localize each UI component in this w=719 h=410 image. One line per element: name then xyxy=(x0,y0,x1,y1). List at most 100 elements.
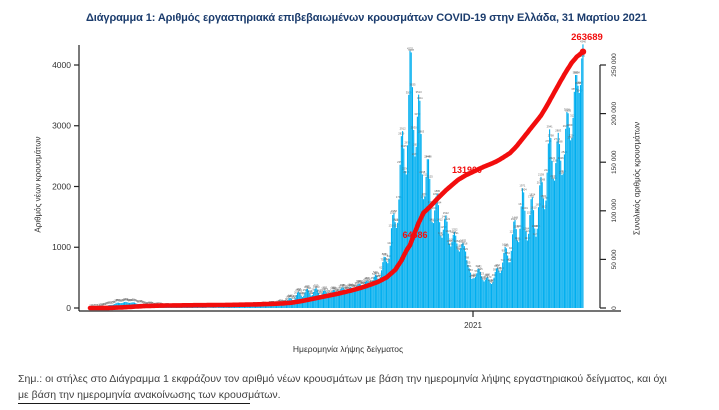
svg-text:1769: 1769 xyxy=(543,196,549,200)
svg-text:43: 43 xyxy=(147,301,150,305)
svg-text:1904: 1904 xyxy=(521,188,527,192)
svg-text:2386: 2386 xyxy=(553,159,559,163)
svg-text:38: 38 xyxy=(150,301,153,305)
svg-text:472: 472 xyxy=(377,275,382,279)
svg-text:86: 86 xyxy=(129,298,132,302)
svg-text:158: 158 xyxy=(287,294,292,298)
svg-text:314: 314 xyxy=(339,284,344,288)
svg-text:338: 338 xyxy=(340,283,345,287)
svg-text:863: 863 xyxy=(505,251,510,255)
annotation-cumulative-131900: 131900 xyxy=(451,165,483,175)
svg-text:133: 133 xyxy=(290,295,295,299)
svg-text:249: 249 xyxy=(316,288,321,292)
svg-text:3: 3 xyxy=(90,303,92,307)
svg-text:50: 50 xyxy=(108,300,111,304)
svg-text:3658: 3658 xyxy=(575,81,581,85)
y-axis-label-right: Συνολικός αριθμός κρουσμάτων xyxy=(632,121,642,236)
svg-text:66: 66 xyxy=(140,299,143,303)
svg-text:332: 332 xyxy=(353,283,358,287)
svg-text:2426: 2426 xyxy=(558,156,564,160)
svg-text:479: 479 xyxy=(470,274,475,278)
svg-text:236: 236 xyxy=(325,289,330,293)
svg-text:200 000: 200 000 xyxy=(611,101,618,125)
svg-text:244: 244 xyxy=(336,289,341,293)
svg-text:810: 810 xyxy=(387,254,392,258)
svg-text:2198: 2198 xyxy=(403,170,409,174)
svg-text:268: 268 xyxy=(297,287,302,291)
svg-text:1264: 1264 xyxy=(523,227,529,231)
svg-text:450: 450 xyxy=(365,276,370,280)
svg-text:754: 754 xyxy=(508,258,513,262)
svg-text:762: 762 xyxy=(384,257,389,261)
svg-text:464: 464 xyxy=(483,275,488,279)
svg-text:388: 388 xyxy=(368,280,373,284)
svg-text:1449: 1449 xyxy=(512,215,518,219)
svg-text:941: 941 xyxy=(509,246,514,250)
svg-text:100 000: 100 000 xyxy=(611,199,618,223)
svg-text:3835: 3835 xyxy=(573,70,579,74)
svg-text:1012: 1012 xyxy=(448,242,454,246)
svg-text:68: 68 xyxy=(139,299,142,303)
svg-text:303: 303 xyxy=(315,285,320,289)
svg-text:2198: 2198 xyxy=(419,170,425,174)
svg-text:3513: 3513 xyxy=(416,90,422,94)
svg-text:1706: 1706 xyxy=(428,200,434,204)
svg-text:1204: 1204 xyxy=(450,230,456,234)
svg-text:1053: 1053 xyxy=(459,239,465,243)
svg-text:1306: 1306 xyxy=(534,224,540,228)
svg-text:276: 276 xyxy=(330,287,335,291)
svg-text:748: 748 xyxy=(500,258,505,262)
x-axis-label: Ημερομηνία λήψης δείγματος xyxy=(292,344,404,354)
chart-footnote: Σημ.: οι στήλες στο Διάγραμμα 1 εκφράζου… xyxy=(18,371,710,403)
svg-text:1461: 1461 xyxy=(442,215,448,219)
svg-text:3411: 3411 xyxy=(417,96,423,100)
svg-text:265: 265 xyxy=(334,287,339,291)
svg-text:705: 705 xyxy=(466,261,471,265)
svg-text:52: 52 xyxy=(111,300,114,304)
svg-text:70: 70 xyxy=(135,299,138,303)
svg-text:1191: 1191 xyxy=(453,231,459,235)
svg-text:130: 130 xyxy=(285,296,290,300)
svg-text:293: 293 xyxy=(322,286,327,290)
svg-text:2256: 2256 xyxy=(402,166,408,170)
svg-text:5: 5 xyxy=(95,303,97,307)
svg-text:402: 402 xyxy=(369,279,374,283)
svg-text:2130: 2130 xyxy=(550,174,556,178)
svg-text:4: 4 xyxy=(92,303,94,307)
svg-text:316: 316 xyxy=(352,284,357,288)
svg-text:1025: 1025 xyxy=(387,241,393,245)
svg-text:96: 96 xyxy=(285,298,288,302)
svg-text:242: 242 xyxy=(335,289,340,293)
svg-text:202: 202 xyxy=(309,291,314,295)
svg-text:436: 436 xyxy=(482,277,487,281)
svg-text:2698: 2698 xyxy=(557,140,563,144)
svg-text:2863: 2863 xyxy=(418,129,424,133)
svg-text:1423: 1423 xyxy=(511,217,517,221)
svg-text:953: 953 xyxy=(456,246,461,250)
svg-text:210: 210 xyxy=(318,291,323,295)
svg-text:1213: 1213 xyxy=(510,230,516,234)
svg-text:594: 594 xyxy=(493,267,498,271)
svg-text:23: 23 xyxy=(103,302,106,306)
svg-text:1673: 1673 xyxy=(518,202,524,206)
svg-text:56: 56 xyxy=(112,300,115,304)
svg-text:241: 241 xyxy=(320,289,325,293)
svg-text:1971: 1971 xyxy=(519,184,525,188)
svg-text:1062: 1062 xyxy=(454,239,460,243)
svg-text:422: 422 xyxy=(491,278,496,282)
svg-text:406: 406 xyxy=(367,279,372,283)
svg-text:569: 569 xyxy=(474,269,479,273)
footnote-underline xyxy=(18,403,250,405)
svg-text:2159: 2159 xyxy=(538,172,544,176)
svg-text:1834: 1834 xyxy=(422,192,428,196)
chart-title: Διάγραμμα 1: Αριθμός εργαστηριακά επιβεβ… xyxy=(86,12,647,24)
svg-text:3540: 3540 xyxy=(576,88,582,92)
svg-text:209: 209 xyxy=(294,291,299,295)
svg-text:2125: 2125 xyxy=(427,174,433,178)
svg-text:2969: 2969 xyxy=(566,123,572,127)
svg-text:491: 491 xyxy=(472,274,477,278)
svg-text:158: 158 xyxy=(293,294,298,298)
svg-text:1601: 1601 xyxy=(522,206,528,210)
svg-text:751: 751 xyxy=(507,258,512,262)
svg-text:2930: 2930 xyxy=(411,125,417,129)
